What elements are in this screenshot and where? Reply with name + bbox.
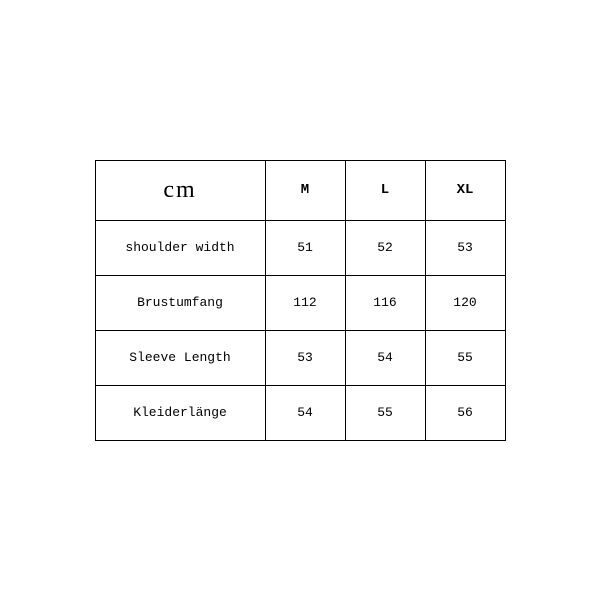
cell-value: 55 [425, 330, 505, 385]
cell-value: 55 [345, 385, 425, 440]
table-row: Brustumfang112116120 [95, 275, 505, 330]
cell-value: 51 [265, 220, 345, 275]
size-header: M [265, 160, 345, 220]
cell-value: 53 [425, 220, 505, 275]
cell-value: 54 [265, 385, 345, 440]
canvas: cmMLXLshoulder width515253Brustumfang112… [0, 0, 600, 600]
cell-value: 52 [345, 220, 425, 275]
cell-value: 56 [425, 385, 505, 440]
unit-header: cm [95, 160, 265, 220]
size-header: XL [425, 160, 505, 220]
cell-value: 116 [345, 275, 425, 330]
row-label: Sleeve Length [95, 330, 265, 385]
row-label: Kleiderlänge [95, 385, 265, 440]
size-header: L [345, 160, 425, 220]
row-label: Brustumfang [95, 275, 265, 330]
cell-value: 112 [265, 275, 345, 330]
row-label: shoulder width [95, 220, 265, 275]
table-row: Sleeve Length535455 [95, 330, 505, 385]
size-chart-table: cmMLXLshoulder width515253Brustumfang112… [95, 160, 506, 441]
cell-value: 53 [265, 330, 345, 385]
cell-value: 120 [425, 275, 505, 330]
cell-value: 54 [345, 330, 425, 385]
table-row: shoulder width515253 [95, 220, 505, 275]
table-row: Kleiderlänge545556 [95, 385, 505, 440]
